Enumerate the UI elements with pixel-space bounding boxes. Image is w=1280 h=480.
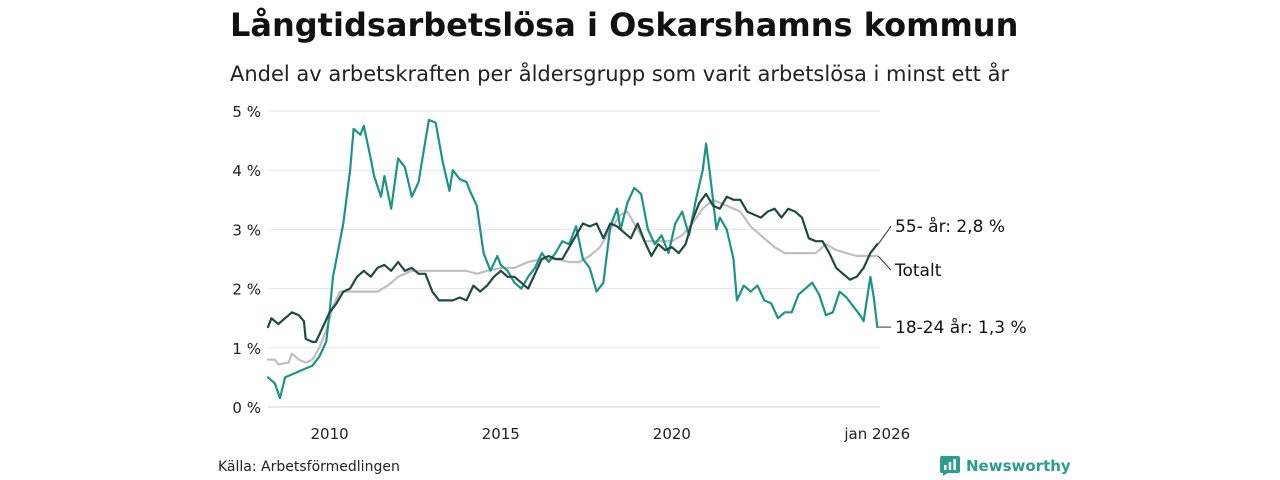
y-tick-label: 1 % (232, 340, 261, 358)
series-end-label: 55- år: 2,8 % (895, 216, 1005, 237)
series-end-label: 18-24 år: 1,3 % (895, 317, 1027, 338)
x-tick-label: jan 2026 (843, 425, 910, 443)
chart-subtitle: Andel av arbetskraften per åldersgrupp s… (230, 62, 1010, 86)
x-tick-label: 2010 (311, 425, 349, 443)
y-tick-label: 2 % (232, 281, 261, 299)
series-end-label: Totalt (894, 261, 942, 281)
x-tick-label: 2020 (653, 425, 691, 443)
brand-name: Newsworthy (966, 457, 1071, 475)
series-line-55-r (266, 192, 879, 343)
leader-line (877, 225, 892, 245)
source-note: Källa: Arbetsförmedlingen (218, 459, 400, 475)
brand-logo[interactable]: Newsworthy (940, 456, 1071, 476)
series-line-totalt (266, 198, 879, 366)
chart-title: Långtidsarbetslösa i Oskarshamns kommun (230, 6, 1019, 44)
y-tick-label: 0 % (232, 399, 261, 417)
newsworthy-logo-icon (940, 456, 960, 476)
y-tick-label: 4 % (232, 162, 261, 180)
y-tick-label: 5 % (232, 103, 261, 121)
y-tick-label: 3 % (232, 221, 261, 239)
leader-line (877, 255, 892, 271)
series-line-18-24-r (266, 118, 879, 400)
x-tick-label: 2015 (482, 425, 520, 443)
